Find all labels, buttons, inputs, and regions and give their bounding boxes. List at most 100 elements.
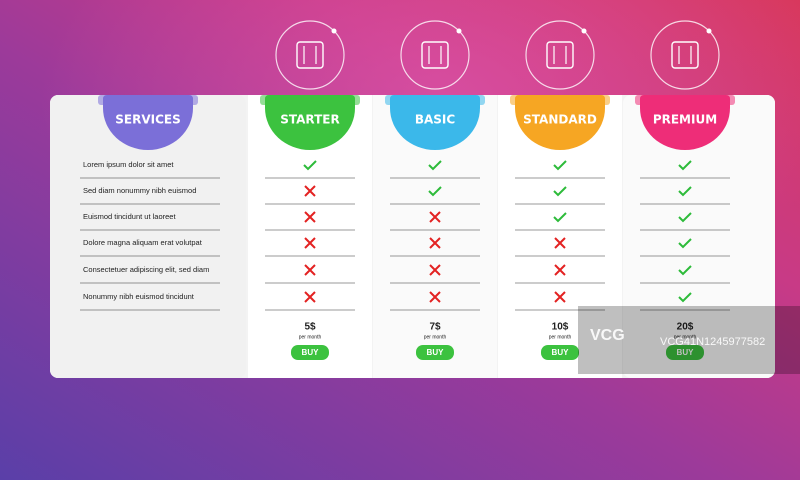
- cross-icon: [429, 237, 441, 249]
- plan-column: [623, 95, 775, 378]
- cross-stroke: [429, 211, 441, 223]
- check-icon: [428, 186, 442, 197]
- check-icon: [678, 265, 692, 276]
- check-stroke: [428, 186, 442, 197]
- check-icon: [428, 160, 442, 171]
- cross-stroke: [429, 237, 441, 249]
- plan-tab: [515, 95, 605, 150]
- plan-price: 20$: [677, 322, 694, 333]
- icon-dot: [331, 28, 337, 34]
- icon-glyph: [296, 41, 324, 69]
- icon-dot: [456, 28, 462, 34]
- buy-button-label: BUY: [427, 348, 445, 357]
- check-stroke: [678, 212, 692, 223]
- buy-button[interactable]: BUY: [291, 345, 329, 360]
- cross-icon: [304, 185, 316, 197]
- check-stroke: [678, 160, 692, 171]
- cross-icon: [429, 291, 441, 303]
- check-stroke: [678, 292, 692, 303]
- plan-period: per month: [424, 334, 447, 340]
- buy-button-bg: [416, 345, 454, 360]
- buy-button-label: BUY: [302, 348, 320, 357]
- feature-label: Nonummy nibh euismod tincidunt: [83, 292, 195, 301]
- icon-glyph: [546, 41, 574, 69]
- check-icon: [553, 212, 567, 223]
- icon-glyph: [671, 41, 699, 69]
- buy-button-bg: [666, 345, 704, 360]
- check-stroke: [428, 160, 442, 171]
- check-icon: [678, 160, 692, 171]
- check-stroke: [553, 160, 567, 171]
- plan-tab: [265, 95, 355, 150]
- plan-price: 5$: [304, 322, 316, 333]
- check-stroke: [303, 160, 317, 171]
- plan-price: 10$: [552, 322, 569, 333]
- cross-icon: [554, 237, 566, 249]
- check-icon: [678, 212, 692, 223]
- plan-icon: [525, 20, 595, 90]
- check-icon: [553, 160, 567, 171]
- cross-stroke: [554, 291, 566, 303]
- check-icon: [553, 186, 567, 197]
- cross-stroke: [429, 264, 441, 276]
- check-stroke: [553, 212, 567, 223]
- icon-ring: [525, 20, 595, 90]
- cross-icon: [554, 264, 566, 276]
- feature-label: Consectetuer adipiscing elit, sed diam: [83, 265, 209, 274]
- feature-label: Lorem ipsum dolor sit amet: [83, 160, 174, 169]
- buy-button-label: BUY: [677, 348, 695, 357]
- feature-label: Dolore magna aliquam erat volutpat: [83, 238, 203, 247]
- plan-icon: [275, 20, 345, 90]
- watermark-box: [578, 306, 800, 374]
- plan-title: STANDARD: [523, 113, 597, 127]
- plan-title: PREMIUM: [653, 113, 717, 127]
- check-stroke: [553, 186, 567, 197]
- watermark-id: VCG41N1245977582: [660, 336, 765, 348]
- feature-label: Euismod tincidunt ut laoreet: [83, 212, 176, 221]
- services-column: [50, 95, 246, 378]
- cross-icon: [429, 264, 441, 276]
- plan-title: BASIC: [415, 113, 456, 127]
- buy-button[interactable]: BUY: [666, 345, 704, 360]
- check-icon: [678, 292, 692, 303]
- cross-icon: [304, 237, 316, 249]
- check-stroke: [678, 238, 692, 249]
- plan-period: per month: [299, 334, 322, 340]
- services-title: SERVICES: [115, 113, 180, 127]
- icon-dot: [706, 28, 712, 34]
- icon-ring: [400, 20, 470, 90]
- buy-button-bg: [541, 345, 579, 360]
- check-icon: [678, 186, 692, 197]
- plan-period: per month: [674, 334, 697, 340]
- plan-period: per month: [549, 334, 572, 340]
- cross-stroke: [429, 291, 441, 303]
- plan-tab: [640, 95, 730, 150]
- plan-icon: [650, 20, 720, 90]
- check-icon: [678, 238, 692, 249]
- icon-dot: [581, 28, 587, 34]
- plan-price: 7$: [429, 322, 441, 333]
- cross-icon: [304, 291, 316, 303]
- cross-icon: [429, 211, 441, 223]
- icon-ring: [275, 20, 345, 90]
- icon-ring: [650, 20, 720, 90]
- watermark-logo: VCG: [590, 327, 625, 344]
- cross-icon: [554, 291, 566, 303]
- icon-glyph: [421, 41, 449, 69]
- plan-tab: [390, 95, 480, 150]
- buy-button-label: BUY: [552, 348, 570, 357]
- plan-title: STARTER: [280, 113, 340, 127]
- cross-icon: [304, 211, 316, 223]
- cross-stroke: [304, 291, 316, 303]
- cross-stroke: [304, 211, 316, 223]
- cross-icon: [304, 264, 316, 276]
- services-tab: [103, 95, 193, 150]
- cross-stroke: [554, 237, 566, 249]
- cross-stroke: [304, 185, 316, 197]
- feature-label: Sed diam nonummy nibh euismod: [83, 186, 196, 195]
- buy-button[interactable]: BUY: [541, 345, 579, 360]
- buy-button[interactable]: BUY: [416, 345, 454, 360]
- plan-icon: [400, 20, 470, 90]
- cross-stroke: [304, 237, 316, 249]
